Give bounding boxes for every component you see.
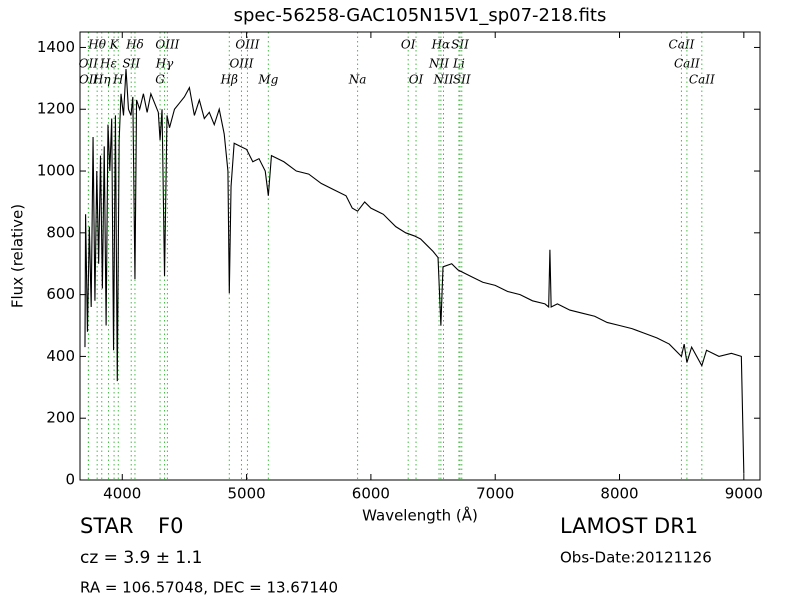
spectral-line-label: Hδ (125, 38, 144, 52)
y-tick-label: 1000 (37, 162, 75, 180)
spectral-line-label: Mg (257, 73, 278, 87)
spectral-line-label: Hε (99, 57, 117, 71)
y-tick-label: 200 (46, 409, 75, 427)
spectral-line-label: Hα (431, 38, 451, 52)
spectral-line-label: SII (122, 57, 140, 71)
redshift: cz = 3.9 ± 1.1 (80, 548, 202, 568)
y-tick-label: 800 (46, 223, 75, 241)
spectral-line-label: OIII (229, 57, 253, 71)
spectral-line-label: OIII (235, 38, 259, 52)
x-tick-label: 9000 (725, 485, 763, 503)
spectral-line-label: SII (451, 38, 469, 52)
spectral-line-label: CaII (689, 73, 715, 87)
y-tick-label: 1200 (37, 100, 75, 118)
plot-frame (79, 31, 761, 481)
x-tick-label: 6000 (352, 485, 390, 503)
x-tick-label: 7000 (476, 485, 514, 503)
spectrum (84, 69, 745, 474)
y-axis-label: Flux (relative) (9, 204, 27, 308)
spectral-line-label: NII (428, 57, 449, 71)
object-class: STAR (80, 514, 133, 538)
spectral-line-label: OI (401, 38, 416, 52)
x-tick-label: 5000 (227, 485, 265, 503)
spectral-line-label: H (112, 73, 124, 87)
spectral-line-label: CaII (669, 38, 695, 52)
spectral-line-label: G (155, 73, 165, 87)
spectral-line-label: NII (433, 73, 454, 87)
spectral-line-label: Hγ (155, 57, 174, 71)
subclass: F0 (158, 514, 183, 538)
obs-date: Obs-Date:20121126 (560, 549, 712, 567)
x-axis-label: Wavelength (Å) (362, 506, 478, 525)
spectral-line-label: CaII (674, 57, 700, 71)
survey: LAMOST DR1 (560, 514, 698, 538)
x-tick-label: 4000 (103, 485, 141, 503)
spectral-line-label: OIII (155, 38, 179, 52)
y-tick-label: 0 (65, 471, 75, 489)
spectral-line-label: K (109, 38, 120, 52)
spectral-line-label: OI (409, 73, 424, 87)
y-tick-label: 1400 (37, 38, 75, 56)
spectral-line-label: Li (452, 57, 465, 71)
spectral-line-label: SII (453, 73, 471, 87)
chart-title: spec-56258-GAC105N15V1_sp07-218.fits (234, 5, 607, 26)
coordinates: RA = 106.57048, DEC = 13.67140 (80, 579, 338, 597)
spectral-line-label: Hβ (220, 73, 238, 87)
y-tick-label: 400 (46, 347, 75, 365)
spectral-line-label: Na (348, 73, 367, 87)
spectral-line-label: OII (79, 73, 99, 87)
spectral-line-label: Hθ (87, 38, 106, 52)
spectral-line-label: Hη (92, 73, 111, 87)
y-tick-label: 600 (46, 285, 75, 303)
x-tick-label: 8000 (600, 485, 638, 503)
